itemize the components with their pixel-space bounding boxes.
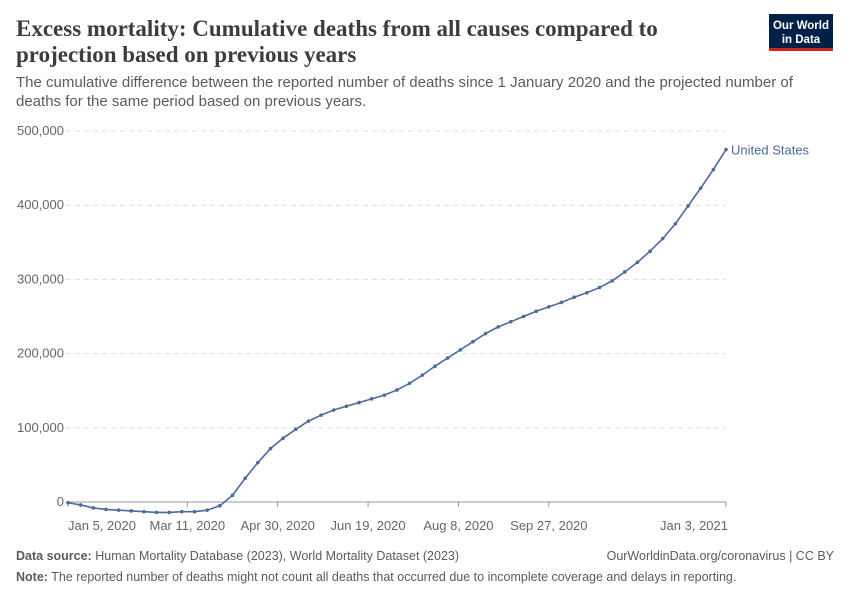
source: Data source: Human Mortality Database (2… xyxy=(16,549,459,563)
point xyxy=(597,285,602,290)
point xyxy=(724,147,728,152)
series-label: United States xyxy=(731,143,810,158)
point xyxy=(382,393,387,397)
x-tick-label: Aug 8, 2020 xyxy=(423,518,493,533)
point xyxy=(293,427,298,432)
note: Note: The reported number of deaths migh… xyxy=(16,570,736,584)
source-label: Data source: xyxy=(16,549,92,563)
point xyxy=(129,509,134,513)
point xyxy=(116,508,121,512)
x-tick-label: Mar 11, 2020 xyxy=(149,518,225,533)
point xyxy=(471,339,475,344)
x-tick-label: Jan 5, 2020 xyxy=(68,518,136,533)
point xyxy=(433,364,437,369)
point xyxy=(66,500,70,505)
chart-title: projection based on previous years xyxy=(16,42,356,67)
x-tick-label: Sep 27, 2020 xyxy=(510,518,587,533)
logo-text[interactable]: Our World xyxy=(773,20,829,32)
point xyxy=(420,373,425,377)
point xyxy=(547,305,551,309)
y-tick-label: 500,000 xyxy=(17,123,64,138)
chart-title: Excess mortality: Cumulative deaths from… xyxy=(16,16,658,41)
point xyxy=(167,510,172,515)
point xyxy=(610,279,614,283)
source-text[interactable]: Human Mortality Database (2023), World M… xyxy=(95,549,459,563)
point xyxy=(78,503,83,507)
point xyxy=(534,309,538,314)
y-tick-label: 200,000 xyxy=(17,346,64,361)
point xyxy=(357,400,361,405)
point xyxy=(622,270,627,274)
point xyxy=(268,446,273,451)
note-label: Note: xyxy=(16,570,48,584)
point xyxy=(521,314,526,319)
point xyxy=(205,508,209,512)
point xyxy=(509,319,513,324)
point xyxy=(395,388,399,392)
point xyxy=(698,186,703,190)
logo[interactable]: Our World in Data xyxy=(769,14,833,51)
x-tick-label: Apr 30, 2020 xyxy=(240,518,314,533)
subtitle: deaths for the same period based on prev… xyxy=(16,93,366,110)
point xyxy=(154,510,159,515)
point xyxy=(496,325,501,329)
point xyxy=(369,397,374,401)
point xyxy=(319,413,323,417)
y-tick-label: 100,000 xyxy=(17,420,64,435)
point xyxy=(192,509,197,514)
point xyxy=(218,503,222,508)
point xyxy=(142,509,146,514)
point xyxy=(635,260,640,265)
y-tick-label: 0 xyxy=(57,494,64,509)
point xyxy=(483,331,488,336)
point xyxy=(256,460,260,465)
point xyxy=(445,356,450,360)
point xyxy=(660,236,665,241)
point xyxy=(711,167,716,172)
point xyxy=(230,493,235,498)
point xyxy=(585,290,589,295)
point xyxy=(572,295,576,300)
point xyxy=(91,506,96,510)
y-tick-label: 400,000 xyxy=(17,197,64,212)
point xyxy=(673,221,678,226)
point xyxy=(559,300,564,305)
logo-bar xyxy=(769,48,833,51)
subtitle: The cumulative difference between the re… xyxy=(16,74,794,91)
x-tick-label: Jun 19, 2020 xyxy=(330,518,405,533)
y-tick-label: 300,000 xyxy=(17,271,64,286)
logo-box[interactable] xyxy=(769,14,833,50)
point xyxy=(407,381,412,386)
logo-text[interactable]: in Data xyxy=(782,34,821,46)
point xyxy=(331,408,336,412)
point xyxy=(458,348,463,352)
point xyxy=(104,507,108,512)
series-line xyxy=(67,149,727,514)
point xyxy=(180,509,184,514)
note-text: The reported number of deaths might not … xyxy=(51,570,736,584)
point xyxy=(344,404,349,409)
point xyxy=(686,204,690,208)
point xyxy=(648,249,652,254)
x-tick-label: Jan 3, 2021 xyxy=(660,518,728,533)
point xyxy=(306,419,311,423)
url[interactable]: OurWorldinData.org/coronavirus | CC BY xyxy=(607,549,835,563)
point xyxy=(281,436,285,440)
point xyxy=(243,476,247,481)
